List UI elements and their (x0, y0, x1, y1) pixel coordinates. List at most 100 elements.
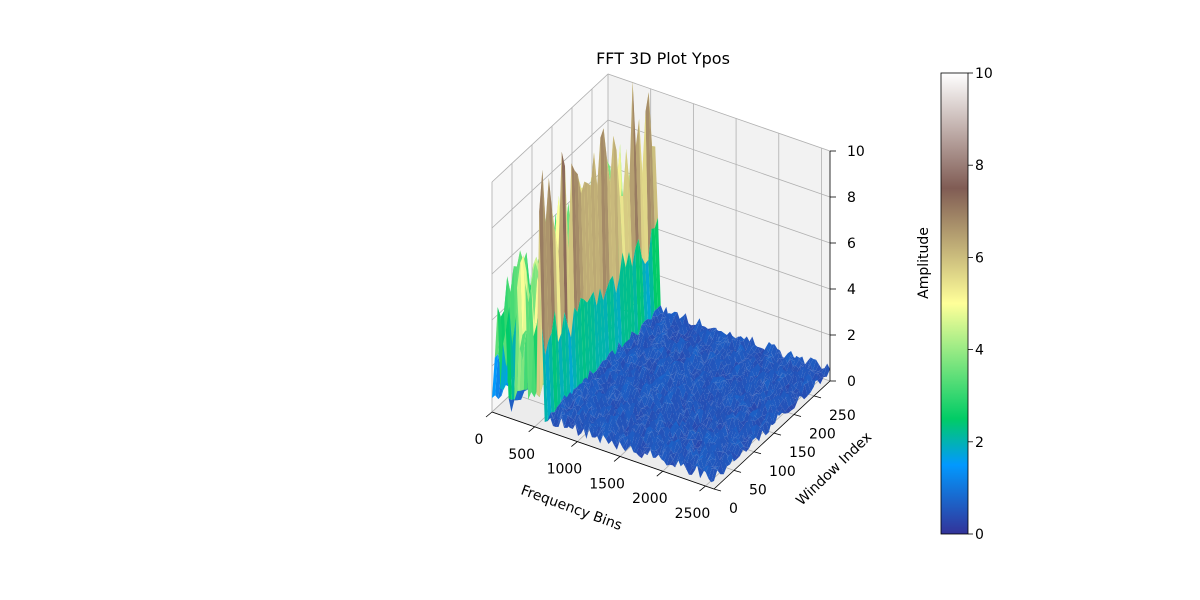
surface-cell (683, 415, 690, 422)
surface-cell (769, 393, 776, 405)
surface-cell (683, 336, 690, 340)
surface-cell (708, 346, 714, 356)
surface-cell (731, 451, 737, 462)
surface-cell (720, 415, 727, 427)
x-tick (485, 411, 493, 418)
surface-cell (778, 409, 785, 416)
surface-cell (740, 359, 747, 374)
surface-cell (704, 404, 711, 419)
surface-cell (656, 339, 663, 352)
surface-cell (686, 376, 693, 389)
surface-cell (714, 417, 721, 426)
surface-cell (647, 373, 654, 385)
surface-cell (715, 381, 722, 389)
surface-cell (583, 299, 590, 383)
surface-cell (618, 342, 625, 354)
surface-cell (697, 458, 704, 470)
surface-cell (672, 453, 679, 466)
surface-cell (668, 364, 675, 375)
surface-cell (637, 378, 644, 390)
surface-cell (759, 371, 766, 384)
surface-cell (696, 349, 702, 357)
surface-cell (664, 375, 671, 385)
surface-cell (693, 448, 700, 458)
surface-cell (691, 413, 698, 422)
surface-cell (650, 420, 657, 433)
surface-cell (659, 313, 666, 325)
surface-cell (668, 392, 674, 401)
surface-cell (720, 441, 727, 452)
surface-cell (684, 329, 691, 338)
surface-cell (726, 413, 733, 419)
surface-cell (742, 349, 749, 359)
surface-cell (782, 376, 789, 387)
surface-cell (670, 452, 677, 460)
surface-cell (680, 439, 687, 451)
surface-cell (573, 384, 580, 391)
surface-cell (656, 393, 663, 402)
surface-cell (760, 390, 767, 401)
surface-cell (645, 437, 652, 448)
surface-cell (667, 352, 674, 355)
surface-cell (672, 425, 679, 439)
surface-cell (697, 360, 704, 370)
surface-cell (623, 353, 630, 365)
surface-cell (751, 394, 758, 403)
surface-cell (800, 366, 807, 382)
surface-cell (659, 442, 666, 455)
surface-cell (692, 349, 699, 357)
surface-cell (564, 312, 571, 403)
surface-cell (666, 410, 673, 422)
surface-cell (603, 423, 610, 436)
surface-cell (790, 356, 797, 367)
surface-cell (641, 405, 648, 409)
surface-cell (625, 380, 632, 391)
surface-cell (665, 391, 672, 402)
surface-cell (774, 348, 780, 359)
surface-cell (708, 339, 715, 347)
surface-cell (676, 369, 683, 375)
surface-cell (650, 347, 657, 349)
surface-cell (728, 389, 735, 397)
surface-cell (743, 359, 750, 374)
colorbar-tick-label: 8 (975, 158, 984, 174)
grid-line-z-left (491, 119, 609, 229)
surface-cell (722, 452, 729, 457)
y-axis-line (713, 380, 831, 490)
surface-cell (669, 432, 676, 442)
surface-cell (683, 439, 690, 448)
surface-cell (566, 406, 573, 409)
surface-cell (722, 420, 729, 433)
surface-cell (707, 456, 713, 462)
surface-cell (669, 403, 676, 414)
surface-cell (817, 377, 824, 385)
surface-cell (613, 421, 620, 428)
surface-cell (648, 361, 655, 370)
surface-cell (732, 437, 739, 444)
surface-cell (519, 330, 526, 361)
surface-cell (646, 358, 653, 370)
surface-cell (678, 375, 685, 390)
surface-cell (818, 372, 824, 378)
surface-cell (695, 453, 702, 457)
surface-cell (633, 389, 640, 400)
surface-cell (731, 443, 738, 454)
surface-cell (634, 338, 640, 348)
surface-cell (738, 434, 745, 442)
surface-cell (613, 361, 620, 370)
surface-cell (679, 395, 686, 406)
surface-cell (745, 398, 752, 408)
surface-cell (651, 311, 658, 320)
surface-cell (577, 174, 584, 300)
surface-cell (628, 338, 635, 349)
surface-cell (635, 403, 642, 416)
surface-cell (761, 382, 768, 395)
surface-cell (609, 275, 616, 356)
surface-cell (748, 369, 755, 378)
surface-cell (683, 458, 690, 470)
surface-cell (714, 341, 721, 345)
surface-cell (681, 401, 688, 411)
surface-cell (731, 417, 738, 429)
surface-cell (784, 386, 791, 393)
surface-cell (686, 458, 693, 475)
